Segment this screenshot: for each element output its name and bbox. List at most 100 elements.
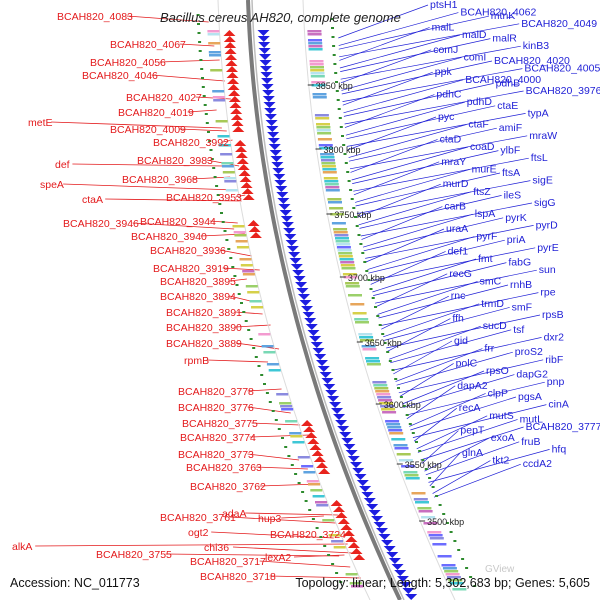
reverse-gene-arrow <box>343 444 356 450</box>
backbone-shadow <box>251 0 405 600</box>
left-gene-label: BCAH820_3946 <box>63 218 139 230</box>
gc-dot <box>244 320 248 322</box>
reverse-gene-arrow <box>279 210 292 216</box>
feature-band <box>336 243 351 246</box>
inner-guide-arc <box>302 0 456 600</box>
feature-band <box>331 222 346 225</box>
right-gene-label: BCAH820_4049 <box>521 18 597 30</box>
feature-band <box>324 180 339 183</box>
forward-gene-arrow <box>227 78 240 84</box>
reverse-gene-arrow <box>268 144 281 150</box>
right-leader-line <box>389 325 481 360</box>
feature-band <box>307 30 322 33</box>
right-gene-label: priA <box>507 234 526 246</box>
reverse-gene-arrow <box>261 78 274 84</box>
feature-band <box>338 255 353 258</box>
right-gene-label: polC <box>456 357 478 369</box>
feature-band <box>328 534 341 537</box>
right-leader-line <box>342 68 523 102</box>
feature-band <box>385 420 400 423</box>
right-gene-label: fruB <box>521 436 540 448</box>
watermark-label: GView <box>485 564 515 575</box>
feature-band <box>341 267 356 270</box>
feature-band <box>394 447 409 450</box>
feature-band <box>379 402 394 405</box>
feature-band <box>339 258 354 261</box>
gc-dot <box>388 360 392 362</box>
right-leader-line <box>353 157 529 192</box>
right-gene-label: ppk <box>435 66 453 78</box>
right-leader-line <box>344 94 435 128</box>
right-leader-line <box>417 419 518 453</box>
right-gene-label: pyrD <box>536 219 559 231</box>
feature-band <box>217 135 230 138</box>
left-leader-line <box>191 176 231 180</box>
right-leader-line <box>357 183 441 218</box>
gc-dot <box>198 41 202 43</box>
feature-band <box>303 471 316 474</box>
gc-dot <box>428 477 432 479</box>
reverse-gene-arrow <box>396 576 409 582</box>
right-leader-line <box>339 23 520 58</box>
gc-dot <box>290 464 294 466</box>
feature-band <box>239 258 252 261</box>
right-leader-line <box>403 374 515 408</box>
left-gene-label: BCAH820_3775 <box>182 418 258 430</box>
feature-band <box>281 408 294 411</box>
reverse-gene-arrow <box>345 450 358 456</box>
feature-band <box>322 171 337 174</box>
feature-band <box>445 573 460 576</box>
feature-band <box>428 534 443 537</box>
gc-dot <box>421 459 425 461</box>
left-gene-label: BCAH820_4027 <box>126 92 202 104</box>
feature-band <box>289 432 302 435</box>
left-gene-label: chi36 <box>204 542 229 554</box>
right-gene-label: exoA <box>491 432 515 444</box>
right-gene-label: sun <box>539 264 556 276</box>
feature-band <box>354 318 369 321</box>
left-gene-label: BCAH820_4046 <box>82 70 158 82</box>
right-gene-label: fabG <box>508 257 531 269</box>
left-gene-label: ctaA <box>82 194 103 206</box>
left-leader-line <box>179 43 215 47</box>
feature-band <box>359 336 374 339</box>
gc-dot <box>311 518 315 520</box>
gc-dot <box>247 329 251 331</box>
reverse-gene-arrow <box>339 432 352 438</box>
left-gene-label: BCAH820_3761 <box>160 512 236 524</box>
feature-band <box>333 546 346 549</box>
left-leader-line <box>281 515 324 519</box>
right-leader-line <box>421 430 459 464</box>
reverse-gene-arrow <box>394 570 407 576</box>
right-gene-label: comJ <box>433 44 458 56</box>
tick-label: 3700 kbp <box>348 273 385 283</box>
right-leader-line <box>402 370 485 405</box>
feature-band <box>340 264 355 267</box>
forward-gene-arrow <box>333 506 346 512</box>
left-leader-line <box>247 406 291 414</box>
left-gene-label: lexA2 <box>265 552 291 564</box>
feature-band <box>276 393 289 396</box>
right-gene-label: BCAH820_3976 <box>526 85 600 97</box>
gc-dot <box>332 54 336 56</box>
feature-band <box>320 153 335 156</box>
left-leader-line <box>235 342 280 350</box>
reverse-gene-arrow <box>267 132 280 138</box>
reverse-gene-arrow <box>361 492 374 498</box>
left-gene-label: BCAH820_3889 <box>166 338 242 350</box>
feature-band <box>242 270 255 273</box>
feature-band <box>223 177 236 180</box>
feature-band <box>350 303 365 306</box>
right-gene-label: pgsA <box>518 391 542 403</box>
feature-band <box>308 483 320 486</box>
feature-band <box>358 333 373 336</box>
gc-dot <box>332 45 336 47</box>
gc-dot <box>220 212 223 214</box>
left-leader-line <box>126 15 209 23</box>
gc-dot <box>257 365 261 367</box>
left-leader-line <box>232 546 353 554</box>
left-leader-line <box>207 359 269 363</box>
gc-dot <box>213 176 217 178</box>
reverse-gene-arrow <box>295 282 308 288</box>
